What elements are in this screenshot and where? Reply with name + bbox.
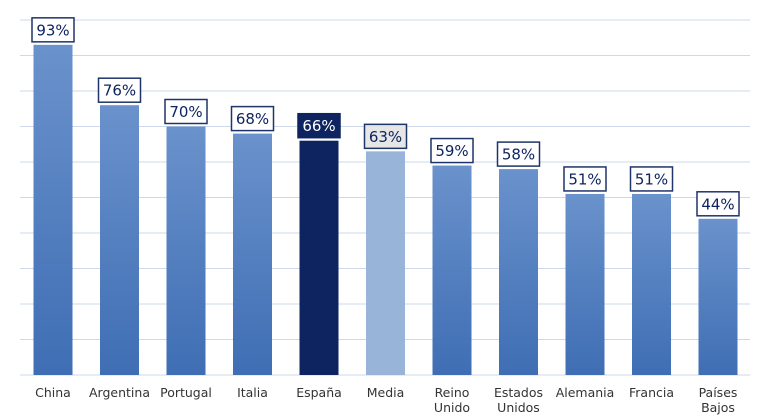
value-label-box: [31, 17, 75, 43]
value-label: 51%: [568, 170, 601, 188]
category-label: Francia: [629, 385, 674, 400]
bar: [632, 193, 671, 375]
bar: [499, 169, 538, 375]
category-label: Estados Unidos: [494, 385, 543, 415]
value-label: 76%: [103, 82, 136, 100]
value-label: 93%: [36, 21, 69, 39]
value-label: 59%: [435, 142, 468, 160]
bar: [299, 140, 339, 375]
value-label: 68%: [236, 110, 269, 128]
category-label: China: [35, 385, 71, 400]
value-label-box: [363, 123, 408, 150]
category-label: España: [296, 385, 342, 400]
value-label-box: [696, 191, 740, 217]
value-label-box: [164, 98, 208, 125]
value-label: 70%: [169, 103, 202, 121]
bars: [33, 44, 738, 375]
value-label-box: [297, 112, 341, 139]
value-label-box: [230, 105, 275, 132]
value-label: 66%: [302, 117, 335, 135]
bar: [565, 193, 605, 375]
value-label-box: [629, 166, 674, 192]
category-label: Alemania: [556, 385, 615, 400]
bar: [233, 133, 272, 375]
value-labels: 93% 76% 70% 68% 66% 63% 59% 58% 51% 51% 44%: [31, 17, 740, 217]
category-label: Reino Unido: [434, 385, 470, 415]
value-label-box: [496, 141, 541, 167]
category-label: Argentina: [89, 385, 150, 400]
bar: [432, 165, 472, 375]
bar: [100, 105, 139, 375]
category-labels: China Argentina Portugal Italia España Media R…: [35, 385, 737, 415]
bar: [698, 218, 738, 375]
value-label: 44%: [701, 195, 734, 213]
category-label: Países Bajos: [699, 385, 738, 415]
value-label-box: [430, 137, 474, 164]
value-label: 51%: [635, 170, 668, 188]
bar: [33, 44, 73, 375]
value-label: 63%: [369, 128, 402, 146]
category-label: Italia: [237, 385, 268, 400]
category-label: Portugal: [160, 385, 212, 400]
bar: [166, 126, 206, 375]
value-label: 58%: [502, 146, 535, 164]
value-label-box: [97, 77, 142, 103]
value-label-box: [563, 166, 607, 192]
category-label: Media: [367, 385, 405, 400]
bar: [366, 151, 405, 375]
